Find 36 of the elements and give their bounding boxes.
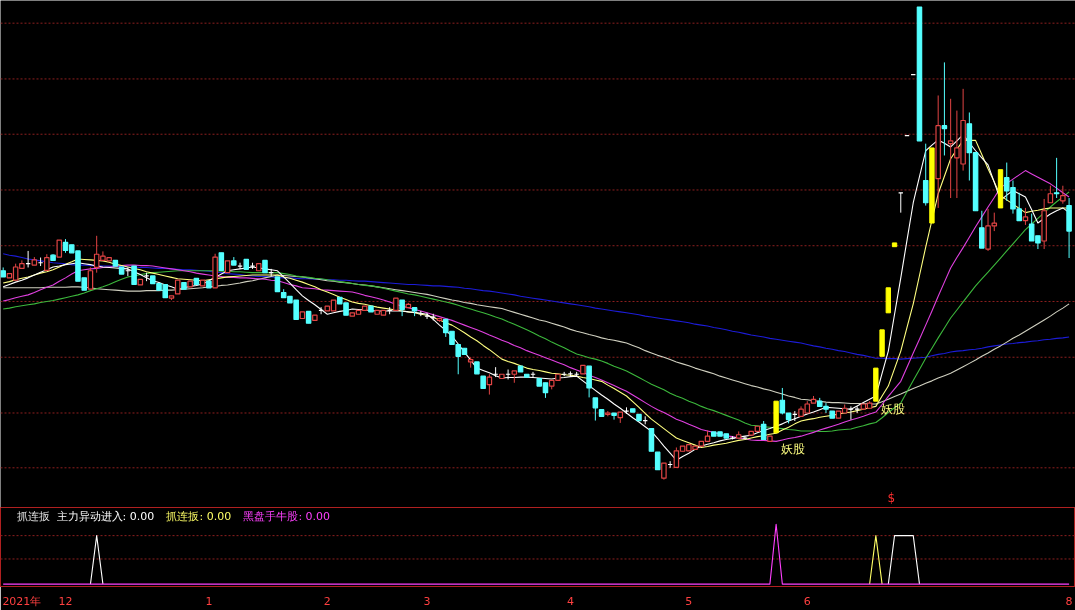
- x-tick-label: 2021年: [2, 594, 42, 608]
- text: $: [887, 490, 896, 505]
- candlestick: [592, 397, 599, 422]
- x-tick-label: 4: [566, 594, 574, 608]
- x-tick-label: 12: [58, 594, 73, 608]
- candlestick: [941, 61, 948, 156]
- bar: [929, 147, 935, 224]
- candlestick: [1053, 157, 1060, 199]
- bar: [879, 329, 885, 357]
- x-tick-label: 5: [685, 594, 693, 608]
- candlestick: [922, 143, 929, 207]
- candlestick: [586, 365, 592, 398]
- annotation: 妖股: [780, 441, 805, 456]
- bar: [891, 242, 898, 248]
- candlestick: [979, 210, 985, 249]
- candlestick: [486, 373, 493, 396]
- text: 抓连扳: 0.00: [166, 510, 232, 523]
- annotation: 妖股: [880, 401, 905, 416]
- bar: [997, 169, 1004, 209]
- x-tick-label: 1: [205, 594, 213, 608]
- x-tick-label: 8: [1065, 594, 1073, 608]
- x-tick-label: 6: [803, 594, 811, 608]
- candlestick: [760, 420, 767, 441]
- chart-title: 抓连扳: [16, 510, 50, 523]
- bar: [885, 287, 891, 314]
- x-tick-label: 2: [323, 594, 331, 608]
- series-label: 主力异动进入: 0.00: [56, 510, 155, 523]
- candlestick: [648, 427, 655, 452]
- x-tick-label: 3: [423, 594, 431, 608]
- text: 黑盘手牛股: 0.00: [243, 510, 331, 523]
- candlestick: [131, 265, 137, 286]
- candlestick: [947, 98, 954, 199]
- candlestick: [87, 266, 94, 290]
- bar: [873, 367, 879, 402]
- bar: [773, 400, 779, 434]
- candlestick: [611, 412, 617, 421]
